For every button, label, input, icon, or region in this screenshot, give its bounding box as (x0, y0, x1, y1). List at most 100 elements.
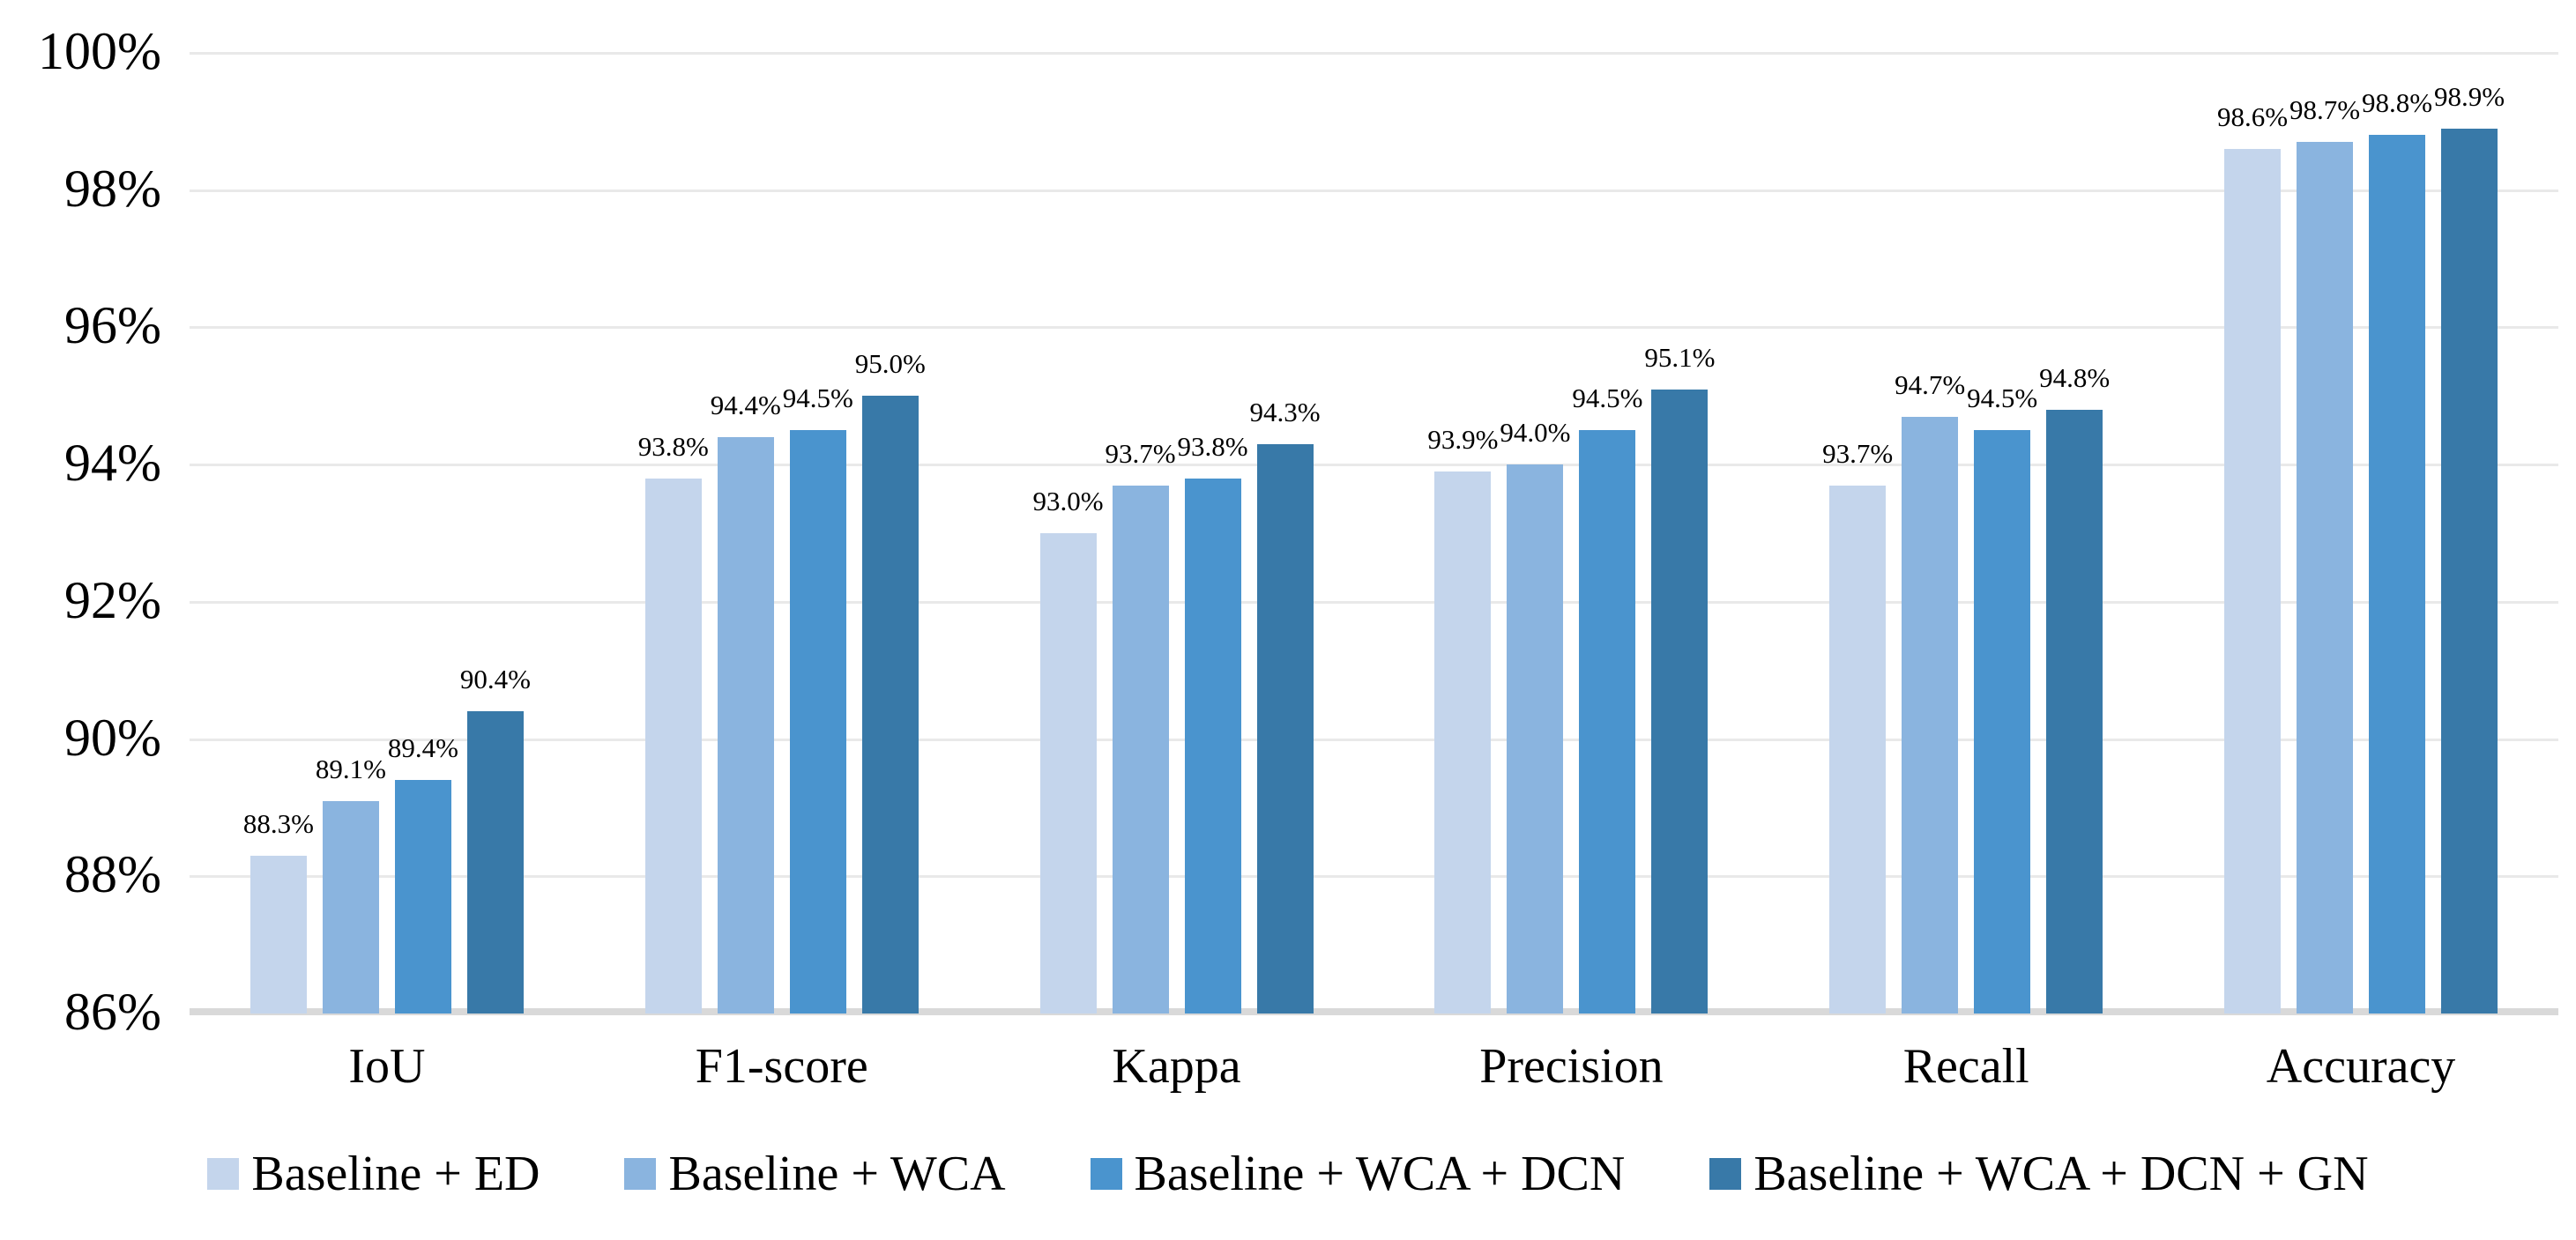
bar-fill (322, 800, 379, 1014)
bar-group-kappa: 93.0% 93.7% 93.8% 94.3% (979, 53, 1374, 1014)
value-label: 98.9% (2434, 80, 2505, 112)
bar: 89.1% (316, 754, 386, 1014)
bar: 94.0% (1500, 417, 1570, 1014)
legend-swatch-icon (207, 1158, 240, 1190)
legend: Baseline + ED Baseline + WCA Baseline + WC… (0, 1146, 2576, 1202)
bar: 98.9% (2434, 81, 2505, 1014)
bar-fill (1974, 430, 2031, 1014)
legend-item: Baseline + WCA + DCN (1090, 1146, 1626, 1202)
bar-fill (394, 780, 451, 1014)
bar-fill (1829, 485, 1887, 1014)
bar-fill (2369, 135, 2426, 1014)
y-axis-tick-label: 100% (38, 22, 161, 81)
bar: 94.5% (783, 382, 853, 1014)
y-axis-tick-label: 86% (64, 983, 161, 1042)
bar-fill (1112, 485, 1169, 1014)
value-label: 94.5% (1572, 382, 1643, 414)
legend-label: Baseline + WCA + DCN (1134, 1147, 1626, 1201)
value-label: 94.5% (782, 382, 853, 414)
legend-item: Baseline + WCA (624, 1146, 1006, 1202)
category-label: Kappa (1112, 1039, 1241, 1094)
bar-fill (2046, 409, 2103, 1014)
bar-fill (861, 396, 919, 1014)
bar-fill (1434, 471, 1492, 1014)
category-label: F1-score (695, 1039, 868, 1094)
bar-fill (644, 478, 702, 1014)
bar: 95.1% (1644, 342, 1715, 1014)
x-axis-category-labels: IoU F1-score Kappa Precision Recall Accuracy (190, 1038, 2558, 1095)
value-label: 89.4% (387, 732, 458, 764)
bar-fill (1651, 389, 1709, 1014)
x-axis-line (190, 1008, 2558, 1015)
bar-groups: 88.3% 89.1% 89.4% 90.4% 93.8% 94.4% 94.5% 95.0%… (190, 53, 2558, 1014)
gridline (190, 738, 2558, 741)
y-axis-tick-label: 92% (64, 570, 161, 629)
gridline (190, 189, 2558, 192)
bar-group-accuracy: 98.6% 98.7% 98.8% 98.9% (2163, 53, 2558, 1014)
value-label: 94.7% (1895, 368, 1966, 400)
bar-fill (1256, 443, 1314, 1014)
legend-swatch-icon (624, 1158, 657, 1190)
bar: 93.0% (1033, 486, 1104, 1014)
y-axis: 100% 98% 96% 94% 92% 90% 88% 86% (0, 22, 172, 1041)
value-label: 93.8% (637, 430, 709, 462)
value-label: 94.3% (1249, 396, 1321, 427)
value-label: 95.0% (854, 348, 926, 380)
category-label: Precision (1479, 1039, 1664, 1094)
bar-fill (717, 437, 774, 1014)
bar: 98.7% (2289, 94, 2360, 1014)
bar-fill (2224, 149, 2282, 1014)
bar-fill (1507, 464, 1564, 1014)
bar-fill (1184, 478, 1241, 1014)
bar: 90.4% (460, 664, 531, 1014)
bar: 98.6% (2217, 101, 2288, 1014)
value-label: 89.1% (315, 753, 386, 784)
legend-swatch-icon (1090, 1158, 1122, 1190)
y-axis-tick-label: 88% (64, 845, 161, 904)
bar: 94.8% (2039, 362, 2110, 1014)
bar-fill (789, 430, 846, 1014)
value-label: 98.8% (2362, 87, 2433, 119)
y-axis-tick-label: 94% (64, 434, 161, 493)
value-label: 95.1% (1644, 341, 1716, 373)
plot-area: 88.3% 89.1% 89.4% 90.4% 93.8% 94.4% 94.5% 95.0%… (190, 52, 2558, 1015)
value-label: 94.8% (2039, 361, 2111, 393)
gridline (190, 464, 2558, 467)
value-label: 93.7% (1105, 437, 1176, 469)
bar: 94.5% (1572, 382, 1642, 1014)
bar-fill (249, 855, 307, 1014)
value-label: 98.6% (2217, 101, 2289, 132)
value-label: 93.0% (1032, 486, 1104, 516)
bar: 94.3% (1250, 397, 1321, 1014)
gridline (190, 52, 2558, 55)
gridline (190, 326, 2558, 330)
legend-label: Baseline + ED (251, 1147, 540, 1201)
bar: 88.3% (243, 808, 314, 1014)
value-label: 94.4% (710, 390, 781, 420)
bar-fill (466, 711, 524, 1014)
bar: 93.8% (1178, 431, 1248, 1014)
legend-item: Baseline + WCA + DCN + GN (1709, 1146, 2369, 1202)
bar: 93.7% (1106, 438, 1176, 1014)
bar-fill (1579, 430, 1636, 1014)
bar: 94.7% (1895, 369, 1965, 1014)
bar: 89.4% (388, 732, 458, 1014)
bar-fill (1039, 533, 1097, 1014)
bar-fill (2297, 142, 2354, 1014)
value-label: 98.7% (2289, 94, 2361, 126)
y-axis-tick-label: 98% (64, 159, 161, 218)
category-label: IoU (348, 1039, 426, 1094)
bar: 94.4% (711, 390, 781, 1014)
gridline (190, 875, 2558, 879)
legend-item: Baseline + ED (207, 1146, 540, 1202)
category-label: Recall (1902, 1039, 2029, 1094)
bar-group-f1-score: 93.8% 94.4% 94.5% 95.0% (584, 53, 979, 1014)
bar-group-recall: 93.7% 94.7% 94.5% 94.8% (1768, 53, 2163, 1014)
value-label: 90.4% (459, 664, 531, 695)
value-label: 93.7% (1822, 437, 1894, 469)
legend-label: Baseline + WCA (668, 1147, 1006, 1201)
legend-swatch-icon (1709, 1158, 1742, 1190)
value-label: 88.3% (242, 807, 314, 839)
bar: 93.9% (1427, 424, 1498, 1014)
